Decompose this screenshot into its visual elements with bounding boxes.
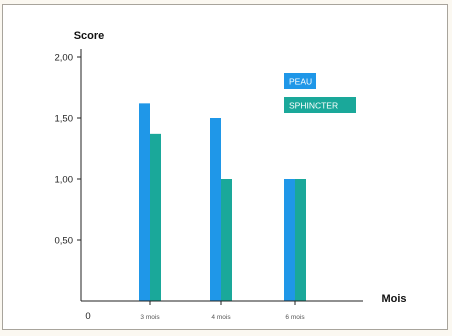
x-axis-title: Mois: [381, 293, 406, 305]
legend-swatch-sphincter: [284, 97, 356, 113]
bar-chart: 0,50 1,00 1,50 2,00 0 3 mois 4 mois 6 mois Score…: [55, 30, 407, 322]
legend-swatch-peau: [284, 73, 316, 89]
bar-peau-1: [210, 118, 221, 301]
legend-label-peau: PEAU: [289, 77, 312, 87]
bar-sphincter-2: [295, 179, 306, 301]
chart-frame: 0,50 1,00 1,50 2,00 0 3 mois 4 mois 6 mois Score…: [2, 4, 448, 330]
y-tick-label-2: 1,50: [55, 114, 74, 125]
bar-peau-2: [284, 179, 295, 301]
legend-label-sphincter: SPHINCTER: [289, 101, 338, 111]
x-category-label-1: 4 mois: [211, 314, 231, 321]
y-tick-label-3: 2,00: [55, 53, 74, 64]
bar-sphincter-0: [150, 133, 161, 301]
bar-sphincter-1: [221, 179, 232, 301]
x-category-label-0: 3 mois: [140, 314, 160, 321]
y-axis-title: Score: [74, 30, 105, 42]
bar-peau-0: [139, 103, 150, 301]
origin-label: 0: [85, 311, 90, 322]
y-tick-label-0: 0,50: [55, 236, 74, 247]
x-category-label-2: 6 mois: [285, 314, 305, 321]
y-tick-label-1: 1,00: [55, 175, 74, 186]
